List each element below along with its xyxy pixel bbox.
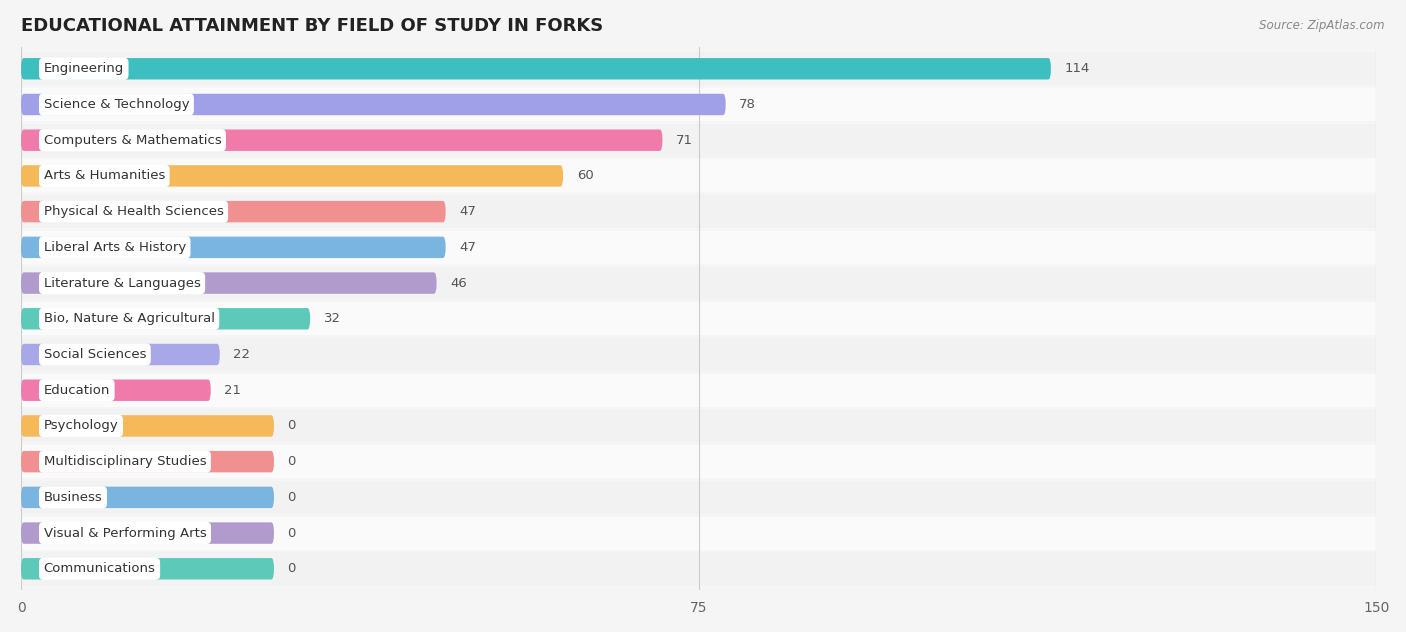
Text: Communications: Communications [44,562,156,575]
FancyBboxPatch shape [21,52,1376,85]
Text: Business: Business [44,491,103,504]
FancyBboxPatch shape [21,195,1376,228]
FancyBboxPatch shape [21,523,274,544]
Text: 21: 21 [225,384,242,397]
Text: Computers & Mathematics: Computers & Mathematics [44,134,221,147]
FancyBboxPatch shape [21,302,1376,335]
FancyBboxPatch shape [21,415,274,437]
Text: Literature & Languages: Literature & Languages [44,277,201,289]
Text: EDUCATIONAL ATTAINMENT BY FIELD OF STUDY IN FORKS: EDUCATIONAL ATTAINMENT BY FIELD OF STUDY… [21,16,603,35]
Text: Source: ZipAtlas.com: Source: ZipAtlas.com [1260,19,1385,32]
Text: Science & Technology: Science & Technology [44,98,190,111]
Text: 46: 46 [450,277,467,289]
Text: 47: 47 [460,205,477,218]
FancyBboxPatch shape [21,130,662,151]
Text: Social Sciences: Social Sciences [44,348,146,361]
FancyBboxPatch shape [21,552,1376,585]
FancyBboxPatch shape [21,94,725,115]
FancyBboxPatch shape [21,558,274,580]
Text: 22: 22 [233,348,250,361]
FancyBboxPatch shape [21,410,1376,442]
Text: 47: 47 [460,241,477,254]
Text: 0: 0 [288,526,295,540]
Text: Physical & Health Sciences: Physical & Health Sciences [44,205,224,218]
Text: 60: 60 [576,169,593,183]
Text: Engineering: Engineering [44,63,124,75]
FancyBboxPatch shape [21,124,1376,157]
Text: 78: 78 [740,98,756,111]
Text: 0: 0 [288,491,295,504]
FancyBboxPatch shape [21,165,562,186]
Text: 0: 0 [288,420,295,432]
Text: 32: 32 [323,312,340,325]
Text: Liberal Arts & History: Liberal Arts & History [44,241,186,254]
Text: Visual & Performing Arts: Visual & Performing Arts [44,526,207,540]
FancyBboxPatch shape [21,159,1376,192]
Text: Arts & Humanities: Arts & Humanities [44,169,165,183]
FancyBboxPatch shape [21,374,1376,406]
FancyBboxPatch shape [21,344,219,365]
FancyBboxPatch shape [21,58,1050,80]
Text: Multidisciplinary Studies: Multidisciplinary Studies [44,455,207,468]
FancyBboxPatch shape [21,516,1376,549]
FancyBboxPatch shape [21,236,446,258]
FancyBboxPatch shape [21,308,311,329]
FancyBboxPatch shape [21,267,1376,300]
Text: Bio, Nature & Agricultural: Bio, Nature & Agricultural [44,312,215,325]
FancyBboxPatch shape [21,231,1376,264]
FancyBboxPatch shape [21,445,1376,478]
FancyBboxPatch shape [21,379,211,401]
FancyBboxPatch shape [21,88,1376,121]
Text: 0: 0 [288,562,295,575]
FancyBboxPatch shape [21,338,1376,371]
FancyBboxPatch shape [21,487,274,508]
FancyBboxPatch shape [21,451,274,472]
FancyBboxPatch shape [21,481,1376,514]
Text: Education: Education [44,384,110,397]
Text: 114: 114 [1064,63,1090,75]
FancyBboxPatch shape [21,272,437,294]
Text: 71: 71 [676,134,693,147]
Text: 0: 0 [288,455,295,468]
FancyBboxPatch shape [21,201,446,222]
Text: Psychology: Psychology [44,420,118,432]
